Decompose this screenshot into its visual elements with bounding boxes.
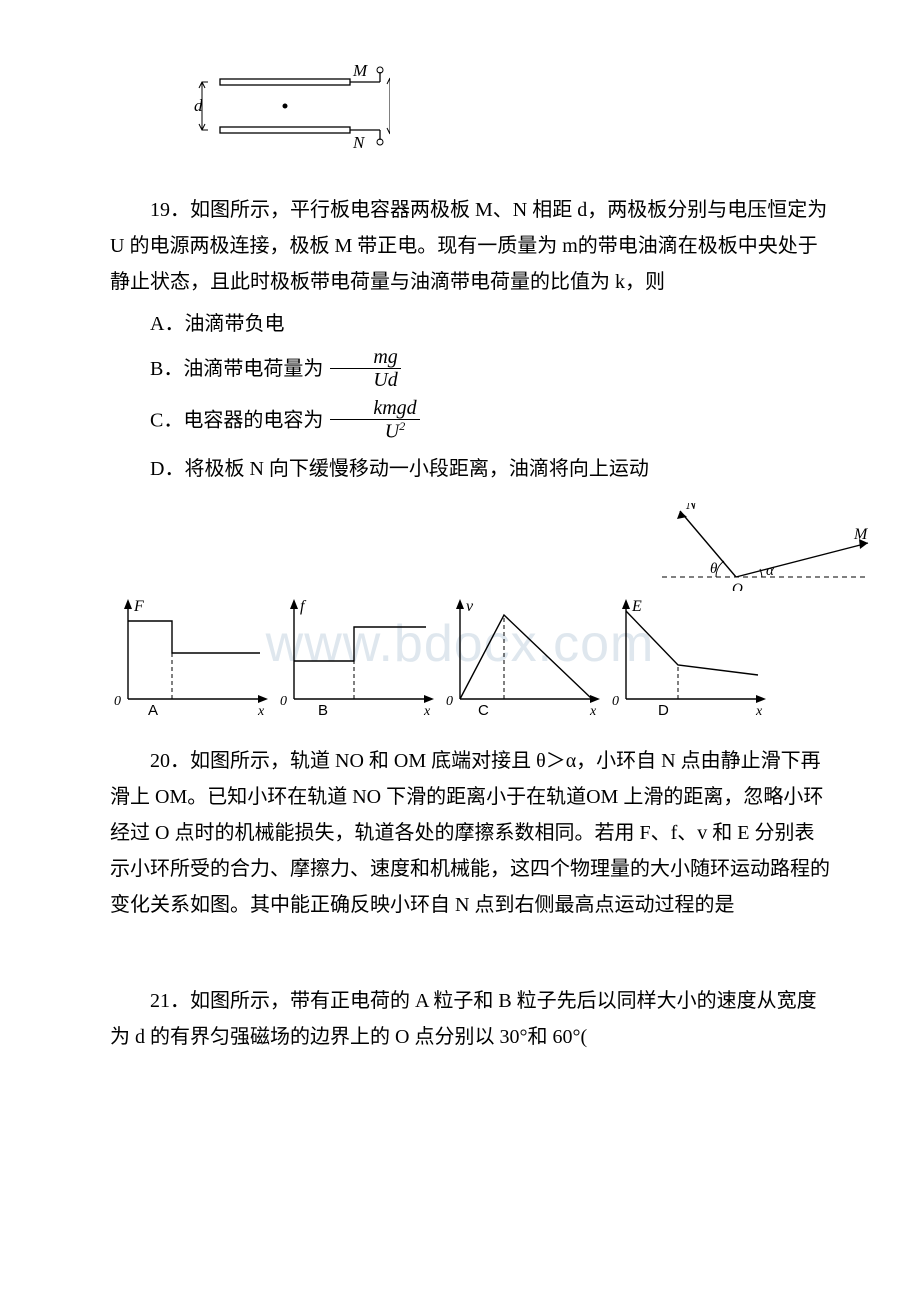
frac-den: Ud — [330, 369, 400, 391]
q19-option-c: C．电容器的电容为 kmgd U2 — [110, 399, 830, 445]
q21-stem: 21．如图所示，带有正电荷的 A 粒子和 B 粒子先后以同样大小的速度从宽度为 … — [110, 983, 830, 1055]
q19-c-fraction: kmgd U2 — [330, 397, 419, 443]
chart-D: 0 x E D — [608, 597, 768, 729]
svg-text:C: C — [478, 702, 489, 717]
svg-text:f: f — [300, 598, 307, 615]
svg-text:α: α — [766, 563, 775, 579]
q19-c-prefix: C．电容器的电容为 — [150, 409, 323, 431]
q19-stem: 19．如图所示，平行板电容器两极板 M、N 相距 d，两极板分别与电压恒定为 U… — [110, 192, 830, 300]
svg-text:E: E — [631, 598, 642, 615]
svg-text:0: 0 — [114, 694, 121, 709]
svg-text:B: B — [318, 702, 328, 717]
svg-text:F: F — [133, 598, 144, 615]
svg-text:D: D — [658, 702, 669, 717]
q19-option-b: B．油滴带电荷量为 mg Ud — [110, 348, 830, 393]
incline-diagram: N M Oθ α — [650, 503, 870, 591]
q19-figure: MNdU — [160, 60, 830, 182]
svg-text:N: N — [685, 503, 698, 513]
incline-wrap: N M Oθ α — [650, 503, 870, 603]
svg-text:x: x — [257, 704, 265, 717]
chart-B-svg: 0 x f B — [276, 597, 436, 717]
chart-D-svg: 0 x E D — [608, 597, 768, 717]
q19-b-prefix: B．油滴带电荷量为 — [150, 358, 323, 380]
svg-text:x: x — [755, 704, 763, 717]
svg-text:O: O — [732, 581, 743, 591]
svg-text:θ: θ — [710, 561, 718, 577]
svg-text:N: N — [352, 133, 366, 152]
chart-A-svg: 0 x F A — [110, 597, 270, 717]
svg-text:d: d — [194, 96, 203, 115]
chart-C-svg: 0 x v C — [442, 597, 602, 717]
q20-figures-row: 0xFA 0xfB 0xvC 0xED NMOθα — [110, 515, 830, 729]
chart-C: 0 x v C — [442, 597, 602, 729]
q19-option-a: A．油滴带负电 — [110, 306, 830, 342]
frac-num: mg — [330, 346, 400, 369]
chart-B: 0 x f B — [276, 597, 436, 729]
q19-b-fraction: mg Ud — [330, 346, 400, 391]
svg-text:0: 0 — [446, 694, 453, 709]
chart-A: 0 x F A — [110, 597, 270, 729]
svg-text:x: x — [589, 704, 597, 717]
svg-text:x: x — [423, 704, 431, 717]
capacitor-diagram: MNdU — [160, 60, 390, 170]
frac-num: kmgd — [330, 397, 419, 420]
frac-den-base: U — [385, 421, 399, 443]
svg-text:v: v — [466, 598, 474, 615]
svg-text:0: 0 — [612, 694, 619, 709]
svg-text:M: M — [352, 61, 368, 80]
q19-option-d: D．将极板 N 向下缓慢移动一小段距离，油滴将向上运动 — [110, 451, 830, 487]
svg-text:0: 0 — [280, 694, 287, 709]
frac-den: U2 — [330, 420, 419, 443]
svg-text:A: A — [148, 702, 158, 717]
svg-text:M: M — [853, 526, 869, 543]
frac-den-sup: 2 — [399, 419, 405, 433]
q20-stem: 20．如图所示，轨道 NO 和 OM 底端对接且 θ＞α，小环自 N 点由静止滑… — [110, 743, 830, 923]
